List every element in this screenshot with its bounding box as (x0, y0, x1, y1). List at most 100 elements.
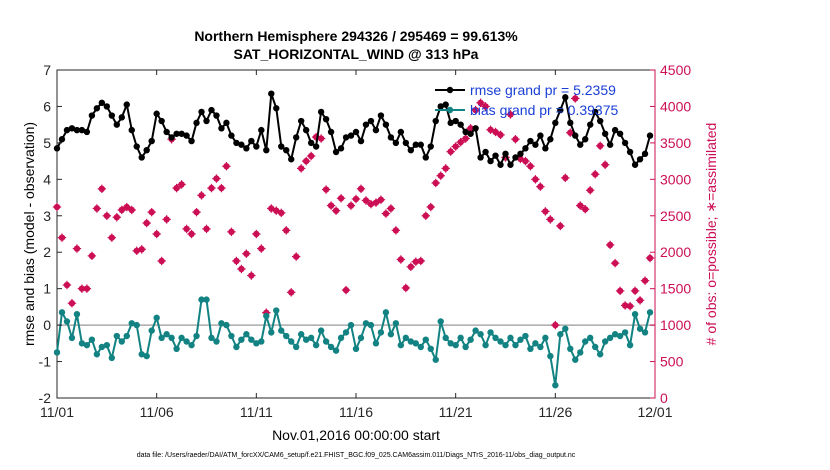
bias-point (258, 338, 265, 345)
obs-count-point (561, 173, 570, 183)
rmse-point (243, 145, 250, 152)
obs-count-point (326, 201, 336, 210)
bias-point (562, 325, 569, 332)
bias-point (437, 318, 444, 325)
rmse-point (601, 130, 609, 137)
obs-count-point (127, 205, 136, 215)
rmse-point (537, 132, 544, 139)
bias-point (213, 338, 220, 345)
rmse-point (153, 110, 160, 117)
bias-point (198, 296, 205, 303)
obs-count-point (277, 208, 286, 218)
rmse-point (93, 105, 101, 112)
rmse-point (53, 145, 61, 152)
rmse-point (193, 119, 200, 127)
obs-count-point (242, 249, 251, 258)
obs-count-point (461, 134, 470, 143)
obs-count-point (640, 276, 650, 285)
y-right-tick-label: 3000 (660, 171, 691, 187)
bias-point (362, 320, 370, 327)
bias-point (297, 331, 305, 338)
obs-count-point (147, 207, 156, 217)
obs-count-point (117, 205, 126, 215)
obs-count-point (605, 240, 615, 250)
obs-count-point (172, 183, 181, 193)
rmse-point (248, 137, 255, 145)
bias-point (477, 331, 484, 338)
bias-point (203, 296, 210, 303)
bias-point (462, 343, 469, 351)
rmse-point (626, 148, 634, 156)
obs-count-point (396, 255, 406, 264)
bias-point (432, 356, 439, 363)
obs-count-point (336, 194, 346, 203)
obs-count-point (376, 195, 386, 204)
obs-count-point (247, 271, 256, 280)
rmse-point (278, 143, 285, 150)
bias-point (253, 340, 260, 347)
rmse-point (83, 128, 91, 136)
rmse-point (587, 121, 594, 128)
obs-count-point (436, 171, 445, 180)
obs-count-point (456, 137, 465, 147)
obs-count-point (431, 178, 440, 188)
bias-point (243, 331, 250, 338)
obs-count-point (446, 147, 455, 156)
y-right-tick-label: 0 (660, 390, 668, 406)
obs-count-point (67, 299, 77, 308)
obs-count-point (591, 170, 600, 179)
bias-point (168, 334, 175, 342)
y-left-tick-label: 2 (43, 244, 51, 260)
obs-count-point (207, 183, 216, 193)
bias-point (327, 343, 335, 351)
bias-point (577, 349, 584, 356)
rmse-point (596, 117, 604, 125)
obs-count-point (197, 191, 206, 200)
rmse-point (557, 106, 564, 114)
rmse-point (377, 112, 385, 119)
bias-point (228, 332, 235, 340)
rmse-point (293, 134, 300, 141)
rmse-point (317, 108, 325, 116)
bias-point (93, 351, 101, 358)
rmse-point (407, 146, 415, 154)
x-tick-label: 11/21 (439, 404, 473, 420)
rmse-point (522, 145, 529, 152)
bias-point (452, 341, 459, 349)
bias-point (522, 332, 529, 340)
obs-count-point (257, 244, 266, 253)
bias-point (278, 327, 285, 334)
bias-point (537, 343, 544, 351)
obs-count-point (551, 320, 560, 330)
bias-point (636, 325, 644, 332)
obs-count-point (496, 130, 505, 140)
rmse-point (547, 136, 554, 143)
bias-point (582, 338, 589, 345)
rmse-point (462, 128, 469, 136)
obs-count-point (356, 184, 366, 194)
obs-count-point (341, 285, 351, 295)
rmse-point (188, 137, 195, 145)
y-right-tick-label: 2000 (660, 244, 691, 260)
rmse-point (631, 161, 639, 168)
rmse-point (118, 114, 125, 121)
bias-point (268, 329, 275, 336)
obs-count-point (321, 185, 331, 194)
bias-point (143, 352, 150, 360)
y-right-tick-label: 500 (660, 354, 684, 370)
rmse-point (268, 90, 275, 97)
obs-count-point (122, 202, 131, 212)
rmse-point (372, 126, 380, 134)
bias-point (108, 354, 116, 362)
obs-count-point (600, 160, 610, 169)
y-left-tick-label: 0 (43, 317, 51, 333)
rmse-point (532, 141, 539, 148)
obs-count-point (481, 102, 490, 111)
obs-count-point (252, 229, 261, 239)
obs-count-point (511, 135, 520, 144)
rmse-point (143, 146, 150, 154)
rmse-point (73, 126, 81, 134)
rmse-point (347, 132, 355, 139)
rmse-point (492, 152, 499, 159)
chart-subtitle: SAT_HORIZONTAL_WIND @ 313 hPa (233, 46, 479, 62)
